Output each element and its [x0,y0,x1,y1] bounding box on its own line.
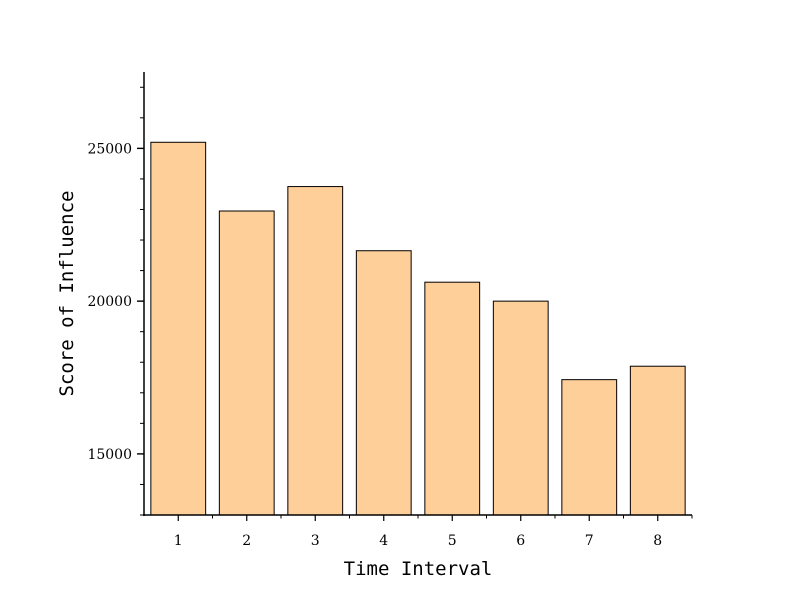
x-tick-label: 5 [448,533,457,549]
x-ticks: 1 2 3 4 5 6 7 8 [174,515,693,549]
bars-group [150,141,686,516]
y-ticks: 15000 20000 25000 [87,86,144,516]
bar-1 [150,141,207,516]
bar-8 [629,365,686,516]
bar-5 [424,281,481,516]
y-tick-label: 20000 [87,294,132,310]
x-tick-label: 7 [585,533,594,549]
x-tick-label: 1 [174,533,183,549]
x-tick-label: 2 [242,533,251,549]
x-tick-label: 4 [379,533,388,549]
bar-2 [218,210,275,516]
y-tick-label: 15000 [87,447,132,463]
x-axis-title: Time Interval [344,558,493,580]
bar-3 [287,186,344,516]
x-tick-label: 3 [311,533,320,549]
bar-6 [492,300,549,516]
bar-4 [355,250,412,516]
x-tick-label: 8 [653,533,662,549]
y-axis-title: Score of Influence [56,191,78,397]
y-tick-label: 25000 [87,141,132,157]
x-tick-label: 6 [516,533,525,549]
bar-7 [561,379,618,516]
